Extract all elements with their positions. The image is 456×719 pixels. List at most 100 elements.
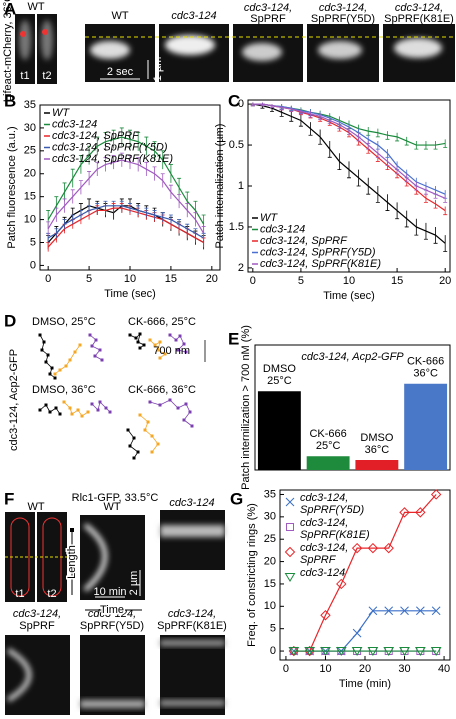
y-tick-label: 20 — [24, 168, 36, 180]
y-tick-label: 0 — [30, 259, 36, 271]
error-bar — [144, 136, 149, 156]
error-bar — [78, 180, 83, 195]
legend-entry: cdc3-124, SpPRF(Y5D) — [52, 141, 168, 153]
error-bar — [111, 129, 116, 149]
x-tick-label: 30 — [398, 663, 410, 675]
panel-a-images — [15, 14, 455, 84]
error-bar — [385, 131, 390, 140]
error-bar — [177, 177, 182, 197]
error-bar — [279, 104, 284, 111]
error-bar — [46, 221, 51, 236]
error-bar — [160, 173, 165, 188]
bar-label: 36°C — [365, 444, 390, 456]
y-tick-label: 2 — [238, 262, 244, 274]
error-bar — [128, 155, 132, 170]
error-bar — [78, 155, 83, 174]
error-bar — [54, 228, 59, 238]
scale-label: 1 µm — [152, 57, 164, 82]
y-tick-label: 0.5 — [229, 139, 244, 151]
panel-label: F — [4, 489, 14, 508]
error-bar — [177, 219, 182, 229]
legend-entry: cdc3-124 — [260, 223, 305, 235]
marker — [304, 647, 316, 657]
image-label: cdc3-124 — [169, 497, 214, 509]
error-bar — [385, 194, 390, 211]
x-axis-label: Time (min) — [339, 678, 391, 690]
error-bar — [136, 157, 141, 172]
legend-marker — [286, 523, 294, 531]
legend-entry: cdc3-124, SpPRF(Y5D) — [300, 492, 365, 516]
legend-entry: cdc3-124, SpPRF(K81E) — [300, 517, 370, 541]
error-bar — [395, 202, 400, 220]
error-bar — [433, 199, 438, 209]
x-tick-label: 15 — [165, 273, 177, 285]
marker — [320, 647, 331, 657]
error-bar — [433, 226, 438, 244]
error-bar — [177, 193, 182, 209]
bar — [257, 391, 301, 470]
bar — [306, 456, 350, 470]
condition-label: CK-666, 25°C — [128, 316, 196, 328]
error-bar — [375, 186, 380, 203]
marker — [430, 647, 442, 657]
condition-label: CK-666, 36°C — [128, 384, 196, 396]
error-bar — [318, 129, 323, 145]
marker — [320, 610, 331, 621]
marker — [399, 647, 410, 657]
x-tick-label: 15 — [391, 275, 403, 287]
x-axis-label: Time (sec) — [323, 290, 375, 302]
legend-entry: cdc3-124, SpPRF — [260, 235, 348, 247]
y-tick-label: 25 — [264, 533, 276, 545]
kymo-label: cdc3-124, — [319, 2, 367, 14]
bar — [404, 383, 448, 470]
y-tick-label: 10 — [24, 213, 36, 225]
side-label: cdc3-124, Acp2-GFP — [8, 349, 20, 451]
y-tick-label: 0 — [238, 98, 244, 110]
error-bar — [87, 205, 92, 215]
legend-entry: WT — [260, 212, 278, 224]
error-bar — [168, 164, 173, 183]
series-line — [252, 103, 446, 212]
marker — [431, 606, 441, 616]
error-bar — [168, 184, 173, 199]
kymo-label: cdc3-124 — [171, 10, 216, 22]
bar-label: DMSO — [263, 363, 296, 375]
x-tick-label: 10 — [343, 275, 355, 287]
error-bar — [260, 102, 265, 107]
error-bar — [433, 140, 438, 150]
error-bar — [404, 210, 409, 228]
error-bar — [193, 212, 198, 227]
panel-label: D — [4, 311, 16, 330]
scale-label: 700 nm — [153, 345, 190, 357]
error-bar — [318, 113, 323, 121]
bar-label: DMSO — [360, 432, 393, 444]
error-bar — [423, 186, 428, 195]
error-bar — [366, 177, 371, 195]
marker — [384, 606, 394, 616]
marker — [383, 542, 394, 554]
error-bar — [443, 139, 448, 148]
error-bar — [152, 141, 157, 160]
error-bar — [308, 122, 313, 136]
marker — [368, 606, 378, 616]
error-bar — [385, 157, 390, 166]
legend-marker — [284, 573, 296, 582]
marker — [367, 647, 379, 657]
error-bar — [270, 104, 275, 108]
marker — [367, 542, 379, 554]
y-tick-label: 1.5 — [229, 221, 244, 233]
error-bar — [78, 210, 83, 220]
scale-label: 2 µm — [128, 571, 140, 596]
x-tick-label: 5 — [86, 273, 92, 285]
error-bar — [62, 219, 67, 229]
error-bar — [356, 132, 361, 142]
image-label: SpPRF(Y5D) — [80, 620, 144, 632]
y-tick-label: 25 — [24, 145, 36, 157]
error-bar — [395, 165, 400, 175]
error-bar — [337, 120, 342, 130]
error-bar — [119, 200, 124, 211]
error-bar — [423, 222, 428, 240]
error-bar — [128, 129, 132, 149]
legend-entry: cdc3-124, SpPRF(K81E) — [260, 258, 381, 270]
panel-f-images — [5, 510, 225, 715]
